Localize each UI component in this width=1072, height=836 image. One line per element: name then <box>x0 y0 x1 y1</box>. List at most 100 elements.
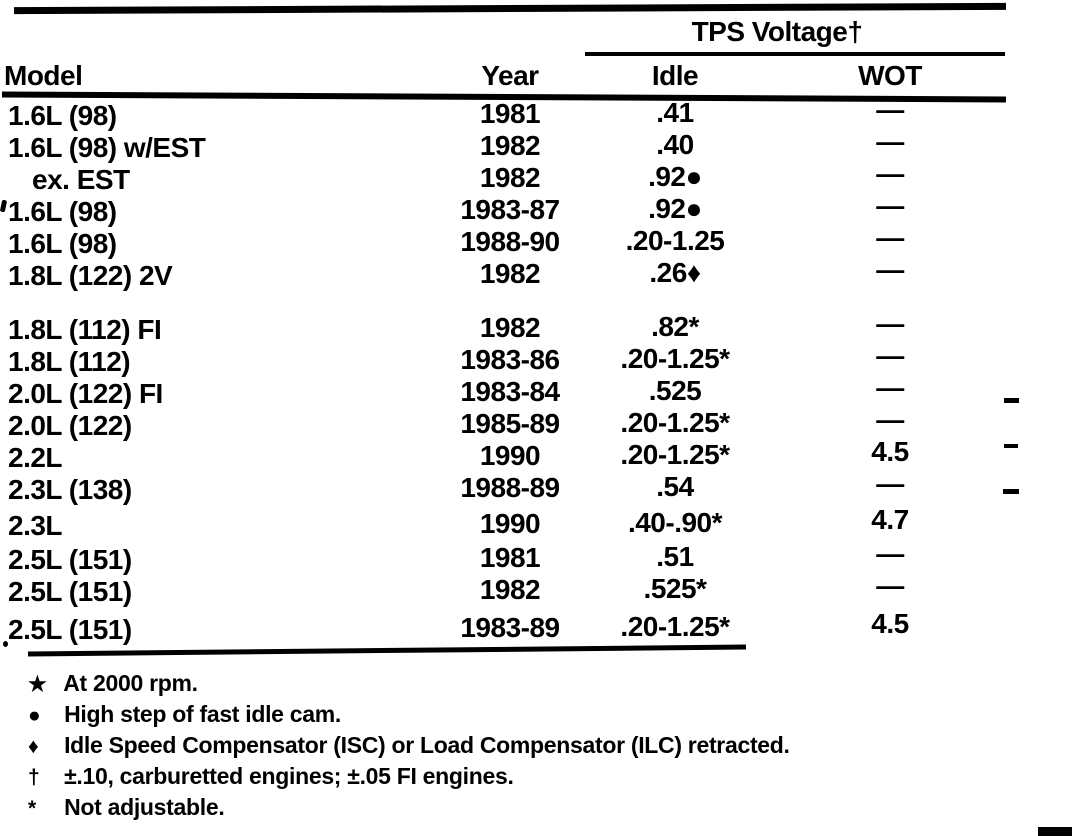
cell-year: 1982 <box>479 258 541 289</box>
table-row: 2.3L 1990 .40-.90* 4.7 <box>0 504 1010 542</box>
cell-model: 2.0L (122) <box>8 410 132 441</box>
table-row: 2.5L (151) 1981 .51 — <box>0 538 1010 576</box>
cell-model: 2.2L <box>8 442 63 473</box>
cell-idle-voltage: .40 <box>656 129 694 160</box>
table-row: 1.8L (122) 2V 1982 .26♦ — <box>0 254 1010 292</box>
cell-idle-voltage: .20-1.25* <box>620 439 730 470</box>
cell-model: 2.3L (138) <box>8 474 132 505</box>
table-row: 1.6L (98) 1981 .41 — <box>0 94 1010 132</box>
cell-idle-voltage: .20-1.25* <box>620 343 730 374</box>
cell-model: ex. EST <box>32 164 130 195</box>
footnote-symbol-icon: ♦ <box>28 735 39 758</box>
scan-artifact-dot <box>3 641 8 647</box>
cell-idle-voltage: .525 <box>648 375 702 406</box>
table-row: 2.0L (122) FI 1983-84 .525 — <box>0 372 1010 410</box>
cell-idle-voltage: .41 <box>656 97 694 128</box>
cell-model: 1.6L (98) <box>8 196 117 227</box>
cell-wot-voltage: — <box>876 94 904 125</box>
footnote-text: Not adjustable. <box>64 794 225 820</box>
cell-year: 1985-89 <box>460 408 560 439</box>
footnote-symbol-icon: ● <box>28 704 41 727</box>
cell-wot-voltage: — <box>876 126 904 157</box>
cell-year: 1981 <box>479 542 541 573</box>
scan-artifact-dash <box>1003 489 1019 494</box>
cell-idle-voltage: .20-1.25* <box>620 407 730 438</box>
cell-wot-voltage: — <box>876 254 904 285</box>
cell-wot-voltage: 4.5 <box>871 436 909 467</box>
cell-year: 1990 <box>479 508 541 539</box>
cell-idle-voltage: .525* <box>643 573 707 604</box>
cell-wot-voltage: 4.5 <box>871 608 909 639</box>
cell-year: 1983-86 <box>460 344 560 375</box>
cell-year: 1983-84 <box>460 376 560 407</box>
table-row: 2.5L (151) 1983-89 .20-1.25* 4.5 <box>0 608 1010 646</box>
column-header-model: Model <box>4 60 83 91</box>
footnote: * Not adjustable. <box>28 792 790 823</box>
cell-year: 1982 <box>479 162 541 193</box>
cell-year: 1990 <box>479 440 541 471</box>
column-header-year: Year <box>481 60 539 91</box>
table-row: ex. EST 1982 .92● — <box>0 158 1010 196</box>
footnote: ♦ Idle Speed Compensator (ISC) or Load C… <box>28 730 790 761</box>
cell-idle-voltage: .92● <box>648 161 702 192</box>
table-row: 2.5L (151) 1982 .525* — <box>0 570 1010 608</box>
column-header-idle: Idle <box>651 60 699 91</box>
cell-year: 1982 <box>479 130 541 161</box>
table-row: 1.6L (98) w/EST 1982 .40 — <box>0 126 1010 164</box>
table-row: 2.3L (138) 1988-89 .54 — <box>0 468 1010 506</box>
cell-idle-voltage: .54 <box>656 471 694 502</box>
cell-idle-voltage: .51 <box>656 541 694 572</box>
cell-idle-voltage: .40-.90* <box>627 507 723 538</box>
scan-artifact-corner-bar <box>1038 827 1072 836</box>
cell-wot-voltage: — <box>876 308 904 339</box>
cell-idle-voltage: .82* <box>651 311 699 342</box>
footnote-symbol-icon: ★ <box>28 673 47 696</box>
cell-year: 1983-87 <box>460 194 560 225</box>
footnote-text: ±.10, carburetted engines; ±.05 FI engin… <box>64 763 514 789</box>
cell-model: 2.5L (151) <box>8 614 132 645</box>
table-row: 1.8L (112) FI 1982 .82* — <box>0 308 1010 346</box>
cell-wot-voltage: — <box>876 538 904 569</box>
cell-model: 1.8L (112) FI <box>8 314 162 345</box>
cell-wot-voltage: — <box>876 468 904 499</box>
cell-model: 1.6L (98) w/EST <box>8 132 206 163</box>
cell-model: 1.6L (98) <box>8 228 117 259</box>
column-header-wot: WOT <box>858 60 922 91</box>
table-row: 1.8L (112) 1983-86 .20-1.25* — <box>0 340 1010 378</box>
footnote: † ±.10, carburetted engines; ±.05 FI eng… <box>28 761 790 792</box>
cell-year: 1983-89 <box>460 612 560 643</box>
cell-year: 1982 <box>479 574 541 605</box>
cell-year: 1988-89 <box>460 472 560 503</box>
cell-wot-voltage: 4.7 <box>871 504 909 535</box>
cell-wot-voltage: — <box>876 190 904 221</box>
table-row: 2.0L (122) 1985-89 .20-1.25* — <box>0 404 1010 442</box>
footnote: ★ At 2000 rpm. <box>28 668 790 699</box>
cell-wot-voltage: — <box>876 340 904 371</box>
cell-model: 1.8L (112) <box>8 346 131 377</box>
scan-artifact-dash <box>1004 444 1018 448</box>
footnotes: ★ At 2000 rpm. ● High step of fast idle … <box>28 668 790 823</box>
cell-wot-voltage: — <box>876 158 904 189</box>
cell-year: 1982 <box>479 312 541 343</box>
cell-model: 2.3L <box>8 510 63 541</box>
cell-idle-voltage: .92● <box>648 193 702 224</box>
cell-year: 1981 <box>479 98 541 129</box>
table-body: 1.6L (98) 1981 .41 — 1.6L (98) w/EST 198… <box>0 94 1010 646</box>
table-row: 1.6L (98) 1988-90 .20-1.25 — <box>0 222 1010 260</box>
footnote-text: High step of fast idle cam. <box>64 701 341 727</box>
footnote: ● High step of fast idle cam. <box>28 699 790 730</box>
cell-idle-voltage: .26♦ <box>649 257 701 288</box>
cell-wot-voltage: — <box>876 570 904 601</box>
footnote-symbol-icon: † <box>28 766 40 789</box>
bottom-rule <box>27 644 747 657</box>
cell-model: 1.6L (98) <box>8 100 117 131</box>
footnote-symbol-icon: * <box>28 797 36 820</box>
footnote-text: Idle Speed Compensator (ISC) or Load Com… <box>64 732 790 758</box>
cell-model: 2.5L (151) <box>8 544 132 575</box>
cell-idle-voltage: .20-1.25* <box>620 611 730 642</box>
cell-model: 2.5L (151) <box>8 576 132 607</box>
cell-wot-voltage: — <box>876 222 904 253</box>
table-row: 1.6L (98) 1983-87 .92● — <box>0 190 1010 228</box>
cell-wot-voltage: — <box>876 372 904 403</box>
